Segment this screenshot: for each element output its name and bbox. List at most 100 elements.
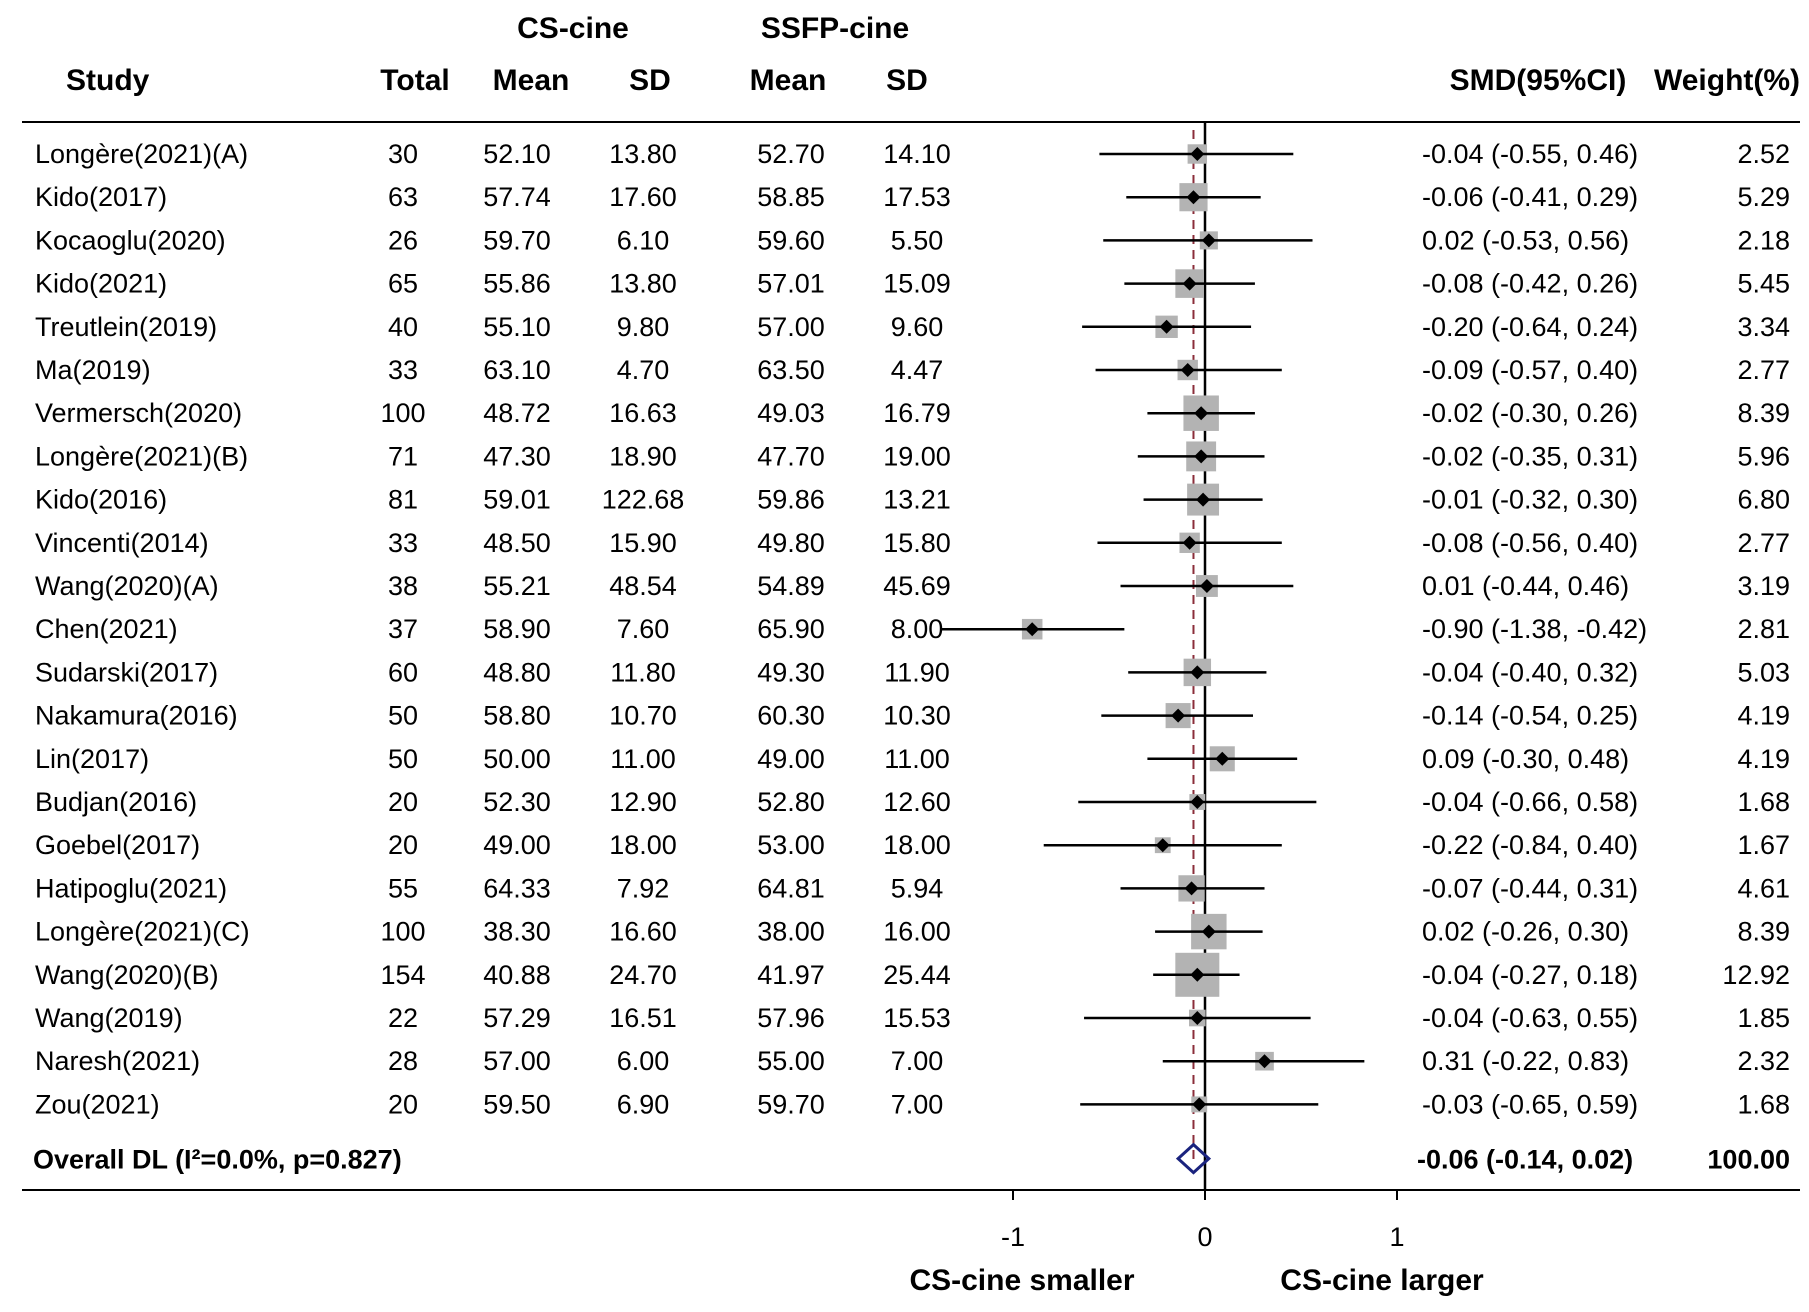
ssfp-sd: 9.60 — [891, 312, 944, 342]
header-sd-2: SD — [886, 64, 928, 97]
ssfp-mean: 59.70 — [757, 1089, 825, 1119]
cs-sd: 16.51 — [609, 1003, 677, 1033]
ssfp-sd: 15.09 — [883, 269, 951, 299]
ssfp-mean: 38.00 — [757, 917, 825, 947]
cs-mean: 38.30 — [483, 917, 551, 947]
cs-sd: 13.80 — [609, 269, 677, 299]
cs-sd: 16.60 — [609, 917, 677, 947]
x-left-label: CS-cine smaller — [909, 1264, 1134, 1297]
weight-text: 1.67 — [1737, 830, 1790, 860]
smd-ci-text: -0.08 (-0.56, 0.40) — [1422, 528, 1638, 558]
ssfp-sd: 4.47 — [891, 355, 944, 385]
study-name: Treutlein(2019) — [35, 312, 217, 342]
ssfp-mean: 54.89 — [757, 571, 825, 601]
ssfp-mean: 65.90 — [757, 614, 825, 644]
weight-text: 2.18 — [1737, 225, 1790, 255]
cs-sd: 4.70 — [617, 355, 670, 385]
point-estimate — [1201, 924, 1216, 939]
cs-sd: 7.60 — [617, 614, 670, 644]
study-total: 40 — [388, 312, 418, 342]
point-estimate — [1025, 622, 1040, 637]
smd-ci-text: -0.07 (-0.44, 0.31) — [1422, 873, 1638, 903]
smd-ci-text: -0.04 (-0.40, 0.32) — [1422, 657, 1638, 687]
study-row: Kido(2017) 63 57.74 17.60 58.85 17.53 -0.06 (-… — [35, 182, 1790, 212]
ssfp-sd: 5.50 — [891, 225, 944, 255]
weight-text: 1.68 — [1737, 787, 1790, 817]
study-name: Wang(2020)(B) — [35, 960, 219, 990]
cs-mean: 57.74 — [483, 182, 551, 212]
overall-diamond — [1175, 1142, 1212, 1175]
weight-text: 1.85 — [1737, 1003, 1790, 1033]
ssfp-mean: 57.01 — [757, 269, 825, 299]
weight-text: 6.80 — [1737, 485, 1790, 515]
study-total: 100 — [380, 917, 425, 947]
smd-ci-text: -0.04 (-0.63, 0.55) — [1422, 1003, 1638, 1033]
cs-mean: 49.00 — [483, 830, 551, 860]
header-mean-2: Mean — [750, 64, 827, 97]
ssfp-sd: 11.00 — [884, 744, 950, 774]
study-row: Nakamura(2016) 50 58.80 10.70 60.30 10.30 -0.1… — [35, 701, 1790, 731]
study-total: 63 — [388, 182, 418, 212]
weight-text: 4.19 — [1737, 744, 1790, 774]
cs-mean: 59.70 — [483, 225, 551, 255]
study-total: 55 — [388, 873, 418, 903]
study-row: Vermersch(2020) 100 48.72 16.63 49.03 16.79 -0… — [35, 395, 1790, 431]
point-estimate — [1180, 363, 1195, 377]
ssfp-mean: 52.80 — [757, 787, 825, 817]
ssfp-sd: 19.00 — [883, 441, 951, 471]
ssfp-mean: 57.00 — [757, 312, 825, 342]
study-total: 22 — [388, 1003, 418, 1033]
point-estimate — [1182, 276, 1197, 291]
ssfp-mean: 58.85 — [757, 182, 825, 212]
ssfp-mean: 49.80 — [757, 528, 825, 558]
study-name: Ma(2019) — [35, 355, 151, 385]
ssfp-mean: 59.86 — [757, 485, 825, 515]
point-estimate — [1186, 190, 1201, 205]
cs-sd: 15.90 — [609, 528, 677, 558]
weight-text: 4.19 — [1737, 701, 1790, 731]
weight-text: 5.45 — [1737, 269, 1790, 299]
cs-mean: 48.80 — [483, 657, 551, 687]
smd-ci-text: -0.02 (-0.35, 0.31) — [1422, 441, 1638, 471]
ssfp-mean: 55.00 — [757, 1046, 825, 1076]
cs-mean: 64.33 — [483, 873, 551, 903]
study-row: Budjan(2016) 20 52.30 12.90 52.80 12.60 -0.04 … — [35, 787, 1790, 817]
ssfp-mean: 41.97 — [757, 960, 825, 990]
x-axis: -1 0 1 CS-cine smaller CS-cine larger — [909, 1190, 1484, 1297]
cs-mean: 52.30 — [483, 787, 551, 817]
study-total: 60 — [388, 657, 418, 687]
cs-sd: 18.90 — [609, 441, 677, 471]
ssfp-mean: 52.70 — [757, 139, 825, 169]
cs-mean: 40.88 — [483, 960, 551, 990]
ssfp-sd: 15.80 — [883, 528, 951, 558]
ssfp-sd: 14.10 — [883, 139, 951, 169]
weight-text: 12.92 — [1722, 960, 1790, 990]
smd-ci-text: -0.01 (-0.32, 0.30) — [1422, 485, 1638, 515]
study-row: Vincenti(2014) 33 48.50 15.90 49.80 15.80 -0.0… — [35, 528, 1790, 558]
weight-text: 4.61 — [1737, 873, 1790, 903]
weight-text: 1.68 — [1737, 1089, 1790, 1119]
point-estimate — [1184, 881, 1199, 896]
study-total: 100 — [380, 398, 425, 428]
study-row: Kido(2016) 81 59.01 122.68 59.86 13.21 -0.01 (… — [35, 483, 1790, 516]
smd-ci-text: -0.04 (-0.27, 0.18) — [1422, 960, 1638, 990]
study-name: Hatipoglu(2021) — [35, 873, 227, 903]
study-total: 28 — [388, 1046, 418, 1076]
weight-text: 2.52 — [1737, 139, 1790, 169]
cs-sd: 6.90 — [617, 1089, 670, 1119]
cs-mean: 52.10 — [483, 139, 551, 169]
cs-mean: 48.72 — [483, 398, 551, 428]
header-weight: Weight(%) — [1654, 64, 1800, 97]
point-estimate — [1159, 319, 1174, 334]
weight-text: 2.32 — [1737, 1046, 1790, 1076]
study-row: Kido(2021) 65 55.86 13.80 57.01 15.09 -0.08 (-… — [35, 269, 1790, 299]
cs-sd: 16.63 — [609, 398, 677, 428]
ssfp-mean: 57.96 — [757, 1003, 825, 1033]
study-total: 65 — [388, 269, 418, 299]
smd-ci-text: -0.02 (-0.30, 0.26) — [1422, 398, 1638, 428]
header-group2: SSFP-cine — [761, 12, 909, 45]
smd-ci-text: 0.31 (-0.22, 0.83) — [1422, 1046, 1629, 1076]
cs-mean: 55.21 — [483, 571, 551, 601]
study-total: 71 — [388, 441, 418, 471]
cs-sd: 24.70 — [609, 960, 677, 990]
